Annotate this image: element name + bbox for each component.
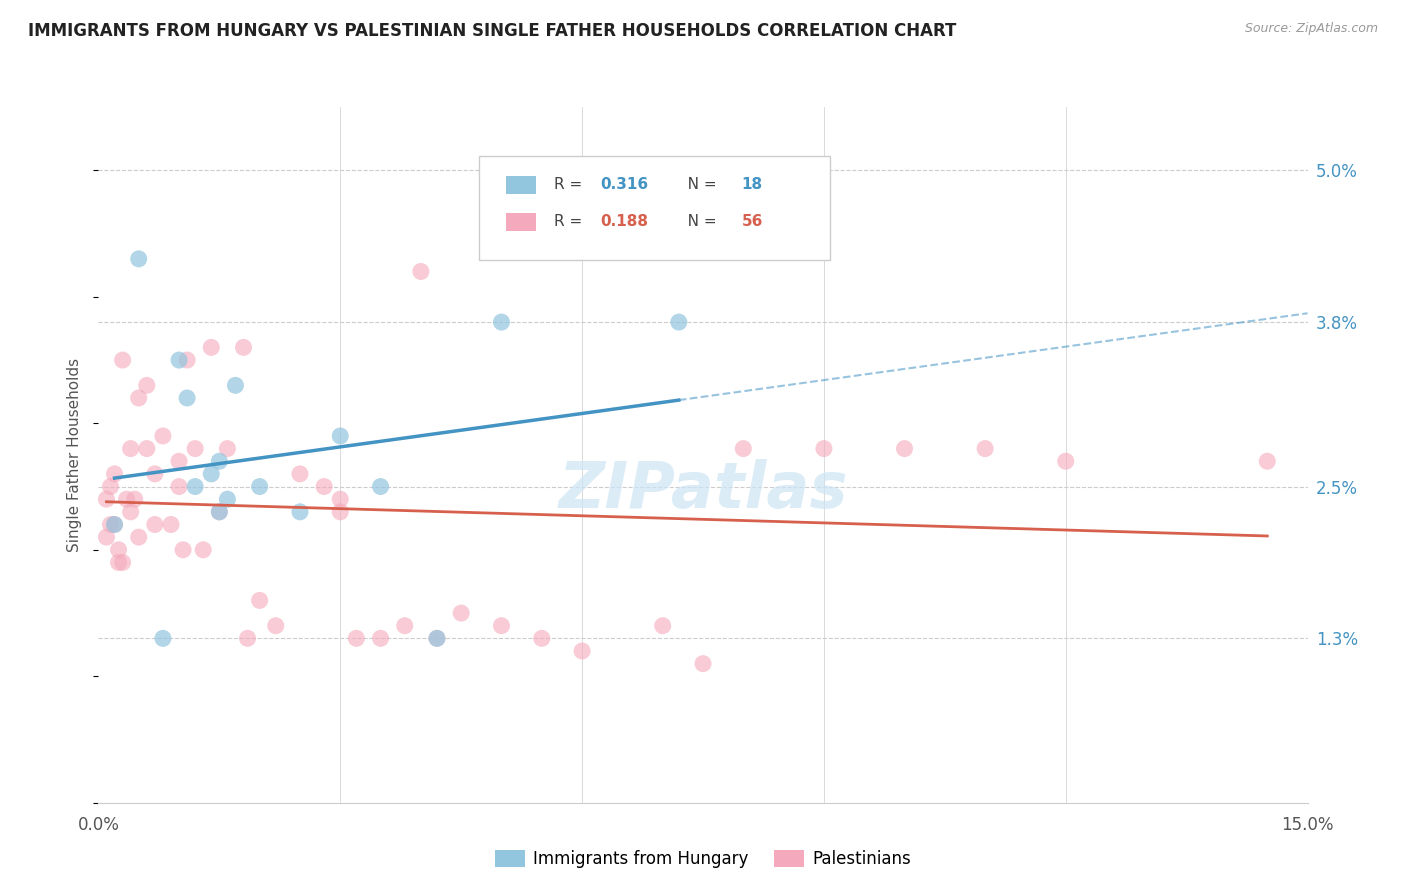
Point xyxy=(217,442,239,456)
Point xyxy=(128,252,150,266)
Y-axis label: Single Father Households: Single Father Households xyxy=(67,358,83,552)
Point xyxy=(96,492,118,507)
Point xyxy=(232,340,254,354)
Point xyxy=(103,467,125,481)
Point xyxy=(491,315,513,329)
Point xyxy=(103,517,125,532)
Point xyxy=(208,505,231,519)
Point xyxy=(813,442,835,456)
Point xyxy=(668,315,690,329)
Point xyxy=(1256,454,1278,468)
Point xyxy=(491,618,513,632)
Point xyxy=(1054,454,1077,468)
Point xyxy=(208,454,231,468)
Text: R =: R = xyxy=(554,214,588,229)
FancyBboxPatch shape xyxy=(506,177,536,194)
Text: IMMIGRANTS FROM HUNGARY VS PALESTINIAN SINGLE FATHER HOUSEHOLDS CORRELATION CHAR: IMMIGRANTS FROM HUNGARY VS PALESTINIAN S… xyxy=(28,22,956,40)
Point xyxy=(167,353,190,368)
FancyBboxPatch shape xyxy=(506,213,536,230)
Point xyxy=(264,618,287,632)
Point xyxy=(111,556,134,570)
Text: N =: N = xyxy=(673,214,721,229)
Point xyxy=(193,542,215,557)
Text: R =: R = xyxy=(554,178,588,193)
Point xyxy=(100,517,122,532)
Point xyxy=(733,442,755,456)
Point xyxy=(184,442,207,456)
Point xyxy=(184,479,207,493)
Point xyxy=(176,391,198,405)
Point xyxy=(107,556,129,570)
Point xyxy=(394,618,416,632)
Point xyxy=(314,479,336,493)
Point xyxy=(288,467,311,481)
Point xyxy=(111,353,134,368)
Text: 18: 18 xyxy=(742,178,763,193)
Point xyxy=(107,542,129,557)
Point xyxy=(571,644,593,658)
Point xyxy=(135,378,157,392)
Point xyxy=(974,442,997,456)
Point xyxy=(200,340,222,354)
Point xyxy=(530,632,553,646)
Point xyxy=(426,632,449,646)
Point xyxy=(450,606,472,620)
Point xyxy=(100,479,122,493)
Point xyxy=(200,467,222,481)
Point xyxy=(692,657,714,671)
Point xyxy=(426,632,449,646)
Text: 0.316: 0.316 xyxy=(600,178,648,193)
Point xyxy=(172,542,194,557)
Point xyxy=(370,479,392,493)
Text: 56: 56 xyxy=(742,214,763,229)
Point xyxy=(120,442,142,456)
Point xyxy=(288,505,311,519)
Point xyxy=(249,479,271,493)
Point xyxy=(236,632,259,646)
Point xyxy=(124,492,146,507)
Point xyxy=(893,442,915,456)
Point xyxy=(152,632,174,646)
Point xyxy=(128,530,150,544)
Point xyxy=(160,517,183,532)
Point xyxy=(167,454,190,468)
Text: ZIPatlas: ZIPatlas xyxy=(558,458,848,521)
Legend: Immigrants from Hungary, Palestinians: Immigrants from Hungary, Palestinians xyxy=(488,843,918,875)
Text: Source: ZipAtlas.com: Source: ZipAtlas.com xyxy=(1244,22,1378,36)
Point xyxy=(249,593,271,607)
Text: N =: N = xyxy=(673,178,721,193)
Point xyxy=(96,530,118,544)
Text: 0.188: 0.188 xyxy=(600,214,648,229)
Point xyxy=(115,492,138,507)
Point xyxy=(128,391,150,405)
Point xyxy=(135,442,157,456)
Point xyxy=(208,505,231,519)
Point xyxy=(370,632,392,646)
Point xyxy=(344,632,367,646)
Point xyxy=(409,264,432,278)
Point xyxy=(143,467,166,481)
Point xyxy=(152,429,174,443)
FancyBboxPatch shape xyxy=(479,156,830,260)
Point xyxy=(120,505,142,519)
Point xyxy=(651,618,673,632)
Point xyxy=(329,505,352,519)
Point xyxy=(329,429,352,443)
Point xyxy=(176,353,198,368)
Point xyxy=(103,517,125,532)
Point xyxy=(224,378,246,392)
Point xyxy=(217,492,239,507)
Point xyxy=(143,517,166,532)
Point xyxy=(167,479,190,493)
Point xyxy=(329,492,352,507)
